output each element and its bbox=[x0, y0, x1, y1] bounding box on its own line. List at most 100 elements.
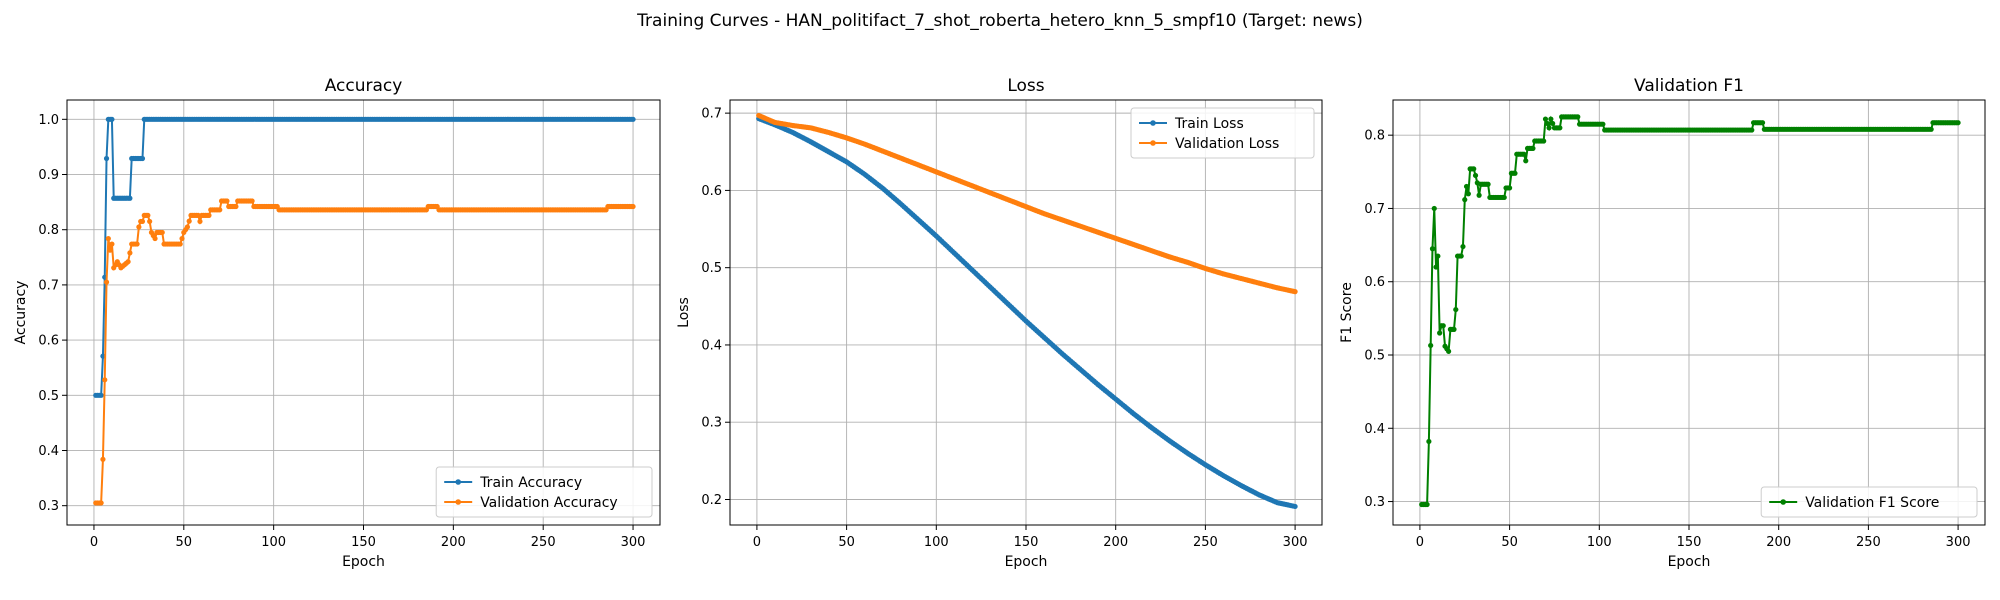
series-validation-loss bbox=[756, 112, 1298, 295]
x-tick-label: 100 bbox=[1587, 535, 1612, 550]
data-point bbox=[1451, 326, 1457, 332]
y-tick-label: 0.8 bbox=[1364, 129, 1385, 144]
y-tick-label: 0.3 bbox=[701, 416, 722, 431]
data-point bbox=[1463, 183, 1470, 190]
subplot-accuracy: 0 50 100 150 200 250 300 0.3 0.4 0.5 0.6 0.7 0.8 0.9 1… bbox=[13, 76, 661, 570]
x-tick-label: 150 bbox=[1677, 535, 1702, 550]
legend: Validation F1 Score bbox=[1760, 486, 1978, 518]
data-point bbox=[1507, 185, 1513, 191]
data-point bbox=[1453, 306, 1459, 313]
x-tick-label: 250 bbox=[1193, 535, 1218, 550]
x-axis-label: Epoch bbox=[1005, 554, 1048, 570]
data-point bbox=[1928, 126, 1934, 132]
data-point bbox=[1476, 192, 1482, 198]
data-point bbox=[1521, 151, 1527, 157]
y-tick-label: 0.7 bbox=[1364, 202, 1385, 217]
data-point bbox=[233, 203, 239, 210]
data-point bbox=[1523, 158, 1529, 164]
y-tick-label: 0.9 bbox=[38, 168, 59, 183]
data-point bbox=[186, 218, 192, 224]
x-tick-label: 150 bbox=[351, 535, 376, 550]
data-point bbox=[1548, 116, 1554, 122]
y-tick-label: 1.0 bbox=[38, 113, 59, 128]
data-point bbox=[1544, 120, 1550, 127]
y-tick-label: 0.4 bbox=[1364, 422, 1385, 437]
data-point bbox=[630, 116, 636, 122]
legend-label-validation-loss: Validation Loss bbox=[1175, 136, 1279, 152]
subplot-loss: 0 50 100 150 200 250 300 0.2 0.3 0.4 0.5 0.6 0.7 Loss… bbox=[676, 76, 1323, 570]
data-point bbox=[145, 212, 151, 218]
y-tick-label: 0.2 bbox=[701, 493, 722, 508]
legend: Train Accuracy Validation Accuracy bbox=[435, 466, 653, 518]
y-tick-label: 0.6 bbox=[1364, 275, 1385, 290]
data-point bbox=[184, 224, 190, 230]
legend-box bbox=[1760, 486, 1978, 518]
subplot-title: Accuracy bbox=[325, 76, 403, 96]
legend-marker bbox=[455, 479, 462, 485]
data-point bbox=[1955, 120, 1961, 126]
data-point bbox=[249, 198, 255, 204]
data-point bbox=[1458, 253, 1464, 259]
data-point bbox=[136, 224, 142, 230]
data-point bbox=[100, 456, 106, 462]
y-tick-label: 0.5 bbox=[1364, 349, 1385, 364]
data-point bbox=[1472, 172, 1479, 179]
subplot-title: Loss bbox=[1007, 76, 1044, 96]
x-tick-label: 150 bbox=[1014, 535, 1039, 550]
legend-marker bbox=[1150, 120, 1156, 126]
data-point bbox=[195, 212, 201, 218]
data-point bbox=[1433, 264, 1439, 270]
series-train-accuracy bbox=[93, 116, 636, 398]
legend-label-train-loss: Train Loss bbox=[1174, 116, 1244, 132]
data-point bbox=[1431, 205, 1437, 212]
data-point bbox=[1292, 289, 1298, 295]
series-train-loss bbox=[756, 115, 1298, 510]
data-point bbox=[139, 155, 146, 162]
y-axis-label: F1 Score bbox=[1339, 282, 1355, 343]
data-point bbox=[1575, 114, 1581, 120]
data-point bbox=[1546, 125, 1552, 131]
data-point bbox=[134, 241, 140, 247]
data-point bbox=[1426, 438, 1432, 445]
data-point bbox=[1530, 145, 1536, 151]
data-point bbox=[1541, 138, 1547, 144]
data-point bbox=[179, 235, 185, 242]
data-point bbox=[109, 241, 115, 247]
subplot-title: Validation F1 bbox=[1634, 76, 1744, 96]
data-point bbox=[109, 116, 115, 122]
x-tick-label: 50 bbox=[1501, 535, 1518, 550]
data-point bbox=[125, 259, 131, 265]
x-tick-label: 0 bbox=[90, 535, 98, 550]
x-tick-label: 250 bbox=[1856, 535, 1881, 550]
data-point bbox=[224, 198, 230, 204]
data-point bbox=[1485, 181, 1491, 187]
data-point bbox=[1440, 323, 1446, 329]
legend-marker bbox=[1150, 140, 1156, 146]
data-point bbox=[139, 218, 146, 225]
subplot-validation-f1: 0 50 100 150 200 250 300 0.3 0.4 0.5 0.6 0.7 0.8 Vali… bbox=[1339, 76, 1986, 570]
data-point bbox=[1292, 503, 1298, 510]
data-point bbox=[1435, 253, 1441, 259]
x-tick-label: 100 bbox=[261, 535, 286, 550]
data-point bbox=[159, 229, 165, 236]
data-point bbox=[98, 500, 104, 506]
figure-suptitle: Training Curves - HAN_politifact_7_shot_… bbox=[636, 11, 1363, 31]
legend-box bbox=[435, 466, 653, 518]
series-validation-accuracy bbox=[93, 198, 636, 506]
x-tick-label: 300 bbox=[621, 535, 646, 550]
y-axis-label: Loss bbox=[676, 297, 692, 328]
data-point bbox=[1424, 501, 1430, 508]
subplots: 0 50 100 150 200 250 300 0.3 0.4 0.5 0.6 0.7 0.8 0.9 1… bbox=[13, 76, 1986, 570]
y-tick-label: 0.4 bbox=[701, 338, 722, 353]
x-tick-label: 100 bbox=[924, 535, 949, 550]
data-point bbox=[107, 247, 113, 253]
legend: Train Loss Validation Loss bbox=[1130, 107, 1315, 159]
data-point bbox=[1550, 120, 1556, 127]
data-point bbox=[177, 241, 183, 247]
y-axis-label: Accuracy bbox=[13, 281, 29, 345]
y-tick-label: 0.6 bbox=[701, 184, 722, 199]
legend-label-validation-f1-score: Validation F1 Score bbox=[1805, 495, 1939, 511]
data-point bbox=[1512, 170, 1518, 176]
x-tick-label: 50 bbox=[176, 535, 193, 550]
